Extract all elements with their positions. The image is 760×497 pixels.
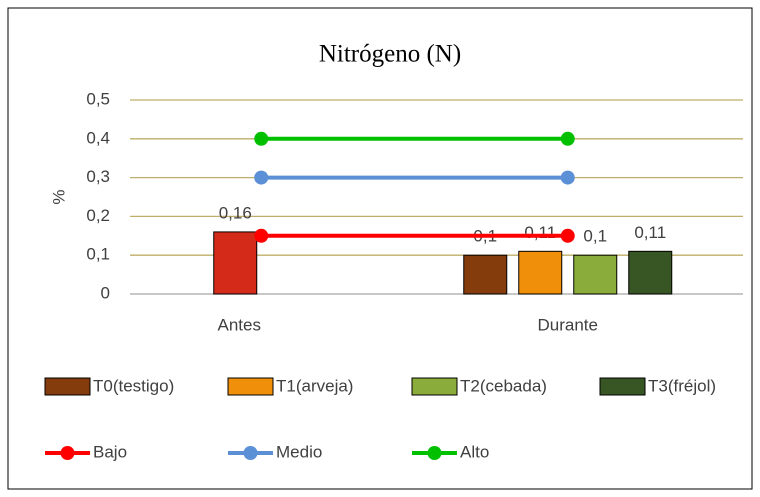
chart-border (7, 7, 753, 490)
bar (518, 250, 563, 295)
legend-marker (243, 446, 258, 460)
chart-title: Nitrógeno (N) (319, 41, 461, 68)
legend-label: T2(cebada) (460, 376, 547, 395)
y-tick-label: 0,1 (86, 245, 110, 264)
legend-label: Bajo (93, 442, 127, 461)
line-point (254, 131, 269, 146)
y-tick-label: 0,2 (86, 206, 110, 225)
y-axis-label: % (49, 189, 68, 204)
bar (628, 250, 673, 295)
x-tick-label: Durante (538, 315, 598, 334)
legend-marker (427, 446, 442, 460)
legend-marker (60, 446, 75, 460)
legend-swatch (227, 377, 274, 396)
y-tick-label: 0,3 (86, 167, 110, 186)
y-tick-label: 0 (101, 283, 110, 302)
bar (463, 254, 508, 295)
legend-swatch (44, 377, 91, 396)
bar (573, 254, 618, 295)
legend-label: T1(arveja) (276, 376, 353, 395)
y-tick-label: 0,4 (86, 128, 110, 147)
data-label: 0,11 (524, 223, 556, 242)
line-point (254, 228, 269, 243)
data-label: 0,1 (583, 227, 607, 246)
legend-label: Medio (276, 442, 322, 461)
bar (213, 231, 258, 295)
data-label: 0,11 (634, 223, 666, 242)
legend-swatch (411, 377, 458, 396)
line-point (254, 170, 269, 185)
line-point (560, 170, 575, 185)
legend-label: T3(fréjol) (648, 376, 716, 395)
data-label: 0,16 (219, 203, 252, 222)
legend-swatch (599, 377, 646, 396)
line-point (560, 131, 575, 146)
legend-label: Alto (460, 442, 489, 461)
x-tick-label: Antes (218, 315, 261, 334)
legend-label: T0(testigo) (93, 376, 174, 395)
line-point (560, 228, 575, 243)
y-tick-label: 0,5 (86, 89, 110, 108)
